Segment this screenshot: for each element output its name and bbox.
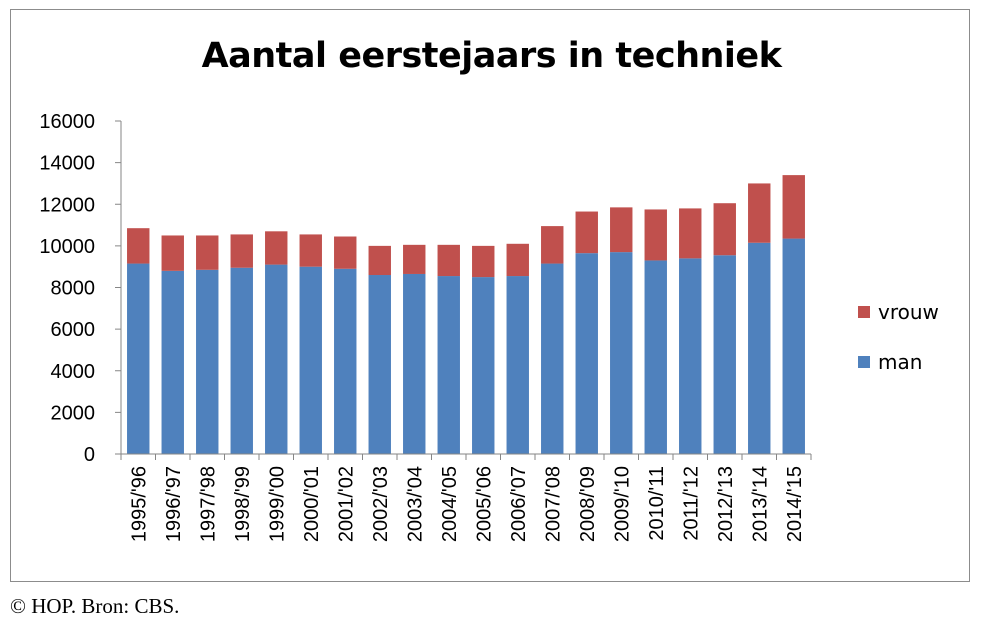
bar-vrouw [506,243,529,277]
x-tick-label: 2005/'06 [473,466,495,542]
bar-vrouw [196,235,219,270]
x-tick-label: 2004/'05 [439,466,461,542]
bar-vrouw [265,231,288,265]
bar-vrouw [299,234,322,267]
source-credit: © HOP. Bron: CBS. [10,594,180,618]
x-tick-label: 2002/'03 [370,466,392,542]
bar-vrouw [403,244,426,274]
x-tick-label: 2007/'08 [542,466,564,542]
y-tick-label: 10000 [39,236,95,258]
x-tick-label: 1999/'00 [266,466,288,542]
bar-vrouw [679,208,702,259]
bar-man [782,238,805,454]
legend-label-man: man [878,350,923,374]
x-tick-label: 1998/'99 [232,466,254,542]
bar-man [403,273,426,454]
bar-man [334,268,357,454]
x-tick-label: 2014/'15 [784,466,806,542]
bar-vrouw [161,235,184,271]
legend-label-vrouw: vrouw [878,300,939,324]
x-tick-label: 2000/'01 [301,466,323,542]
y-tick-label: 14000 [39,153,95,175]
x-tick-label: 1996/'97 [163,466,185,542]
bar-man [368,275,391,454]
bar-man [196,269,219,454]
x-tick-label: 2013/'14 [749,466,771,542]
bar-vrouw [713,203,736,256]
bar-man [748,242,771,454]
x-tick-label: 2008/'09 [577,466,599,542]
x-tick-label: 1997/'98 [197,466,219,542]
bar-man [610,252,633,454]
x-tick-label: 2011/'12 [680,466,702,541]
bar-vrouw [334,236,357,269]
x-tick-label: 1995/'96 [128,466,150,542]
bar-vrouw [472,245,495,278]
bar-vrouw [644,209,667,261]
y-tick-label: 16000 [39,111,95,133]
x-tick-label: 2009/'10 [611,466,633,542]
legend: vrouw man [858,298,939,398]
legend-swatch-vrouw [858,306,870,318]
bar-man [299,266,322,454]
bar-vrouw [230,234,253,268]
legend-swatch-man [858,356,870,368]
bar-vrouw [368,245,391,276]
bar-man [575,253,598,454]
bar-man [541,263,564,454]
legend-item-vrouw: vrouw [858,298,939,326]
bar-man [679,258,702,454]
bar-man [713,255,736,454]
bar-man [161,270,184,454]
bar-vrouw [575,211,598,254]
y-tick-label: 2000 [51,402,96,424]
legend-item-man: man [858,348,939,376]
y-tick-label: 4000 [51,361,96,383]
y-tick-label: 0 [84,444,95,466]
bar-man [506,276,529,454]
y-tick-label: 12000 [39,194,95,216]
y-tick-label: 6000 [51,319,96,341]
bar-vrouw [127,228,150,264]
bar-vrouw [610,207,633,253]
bar-man [644,260,667,454]
bar-vrouw [541,226,564,264]
bar-man [265,264,288,454]
bar-man [127,263,150,454]
chart-title: Aantal eerstejaars in techniek [201,36,782,76]
bar-vrouw [748,183,771,243]
bar-man [472,277,495,454]
bar-vrouw [437,244,460,277]
x-tick-label: 2006/'07 [508,466,530,542]
x-tick-label: 2001/'02 [335,466,357,542]
bar-man [230,267,253,454]
x-tick-label: 2012/'13 [715,466,737,542]
x-tick-label: 2010/'11 [646,466,668,541]
x-tick-label: 2003/'04 [404,466,426,542]
bar-vrouw [782,175,805,239]
y-tick-label: 8000 [51,278,96,300]
bar-man [437,276,460,454]
